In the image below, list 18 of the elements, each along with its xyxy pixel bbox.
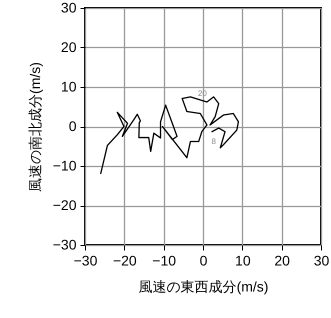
y-tick-label: −30 — [52, 236, 77, 252]
x-tick-label: 0 — [200, 252, 208, 268]
y-axis-title: 風速の南北成分(m/s) — [26, 62, 43, 192]
x-tick-label: 10 — [235, 252, 251, 268]
y-tick-label: 20 — [60, 39, 77, 55]
x-tick-label: −20 — [112, 252, 137, 268]
x-tick-label: −10 — [152, 252, 176, 268]
x-tick-label: −30 — [74, 252, 98, 268]
x-tick-label: 20 — [274, 252, 290, 268]
x-axis-title: 風速の東西成分(m/s) — [138, 278, 268, 294]
y-tick-label: −10 — [52, 158, 77, 174]
y-tick-label: 0 — [68, 118, 77, 134]
y-tick-label: 30 — [60, 0, 77, 16]
x-tick-label: 30 — [314, 252, 330, 268]
annotation: 8 — [212, 137, 217, 146]
line-series — [100, 96, 240, 174]
y-tick-label: 10 — [60, 78, 77, 94]
y-tick-label: −20 — [52, 197, 77, 213]
